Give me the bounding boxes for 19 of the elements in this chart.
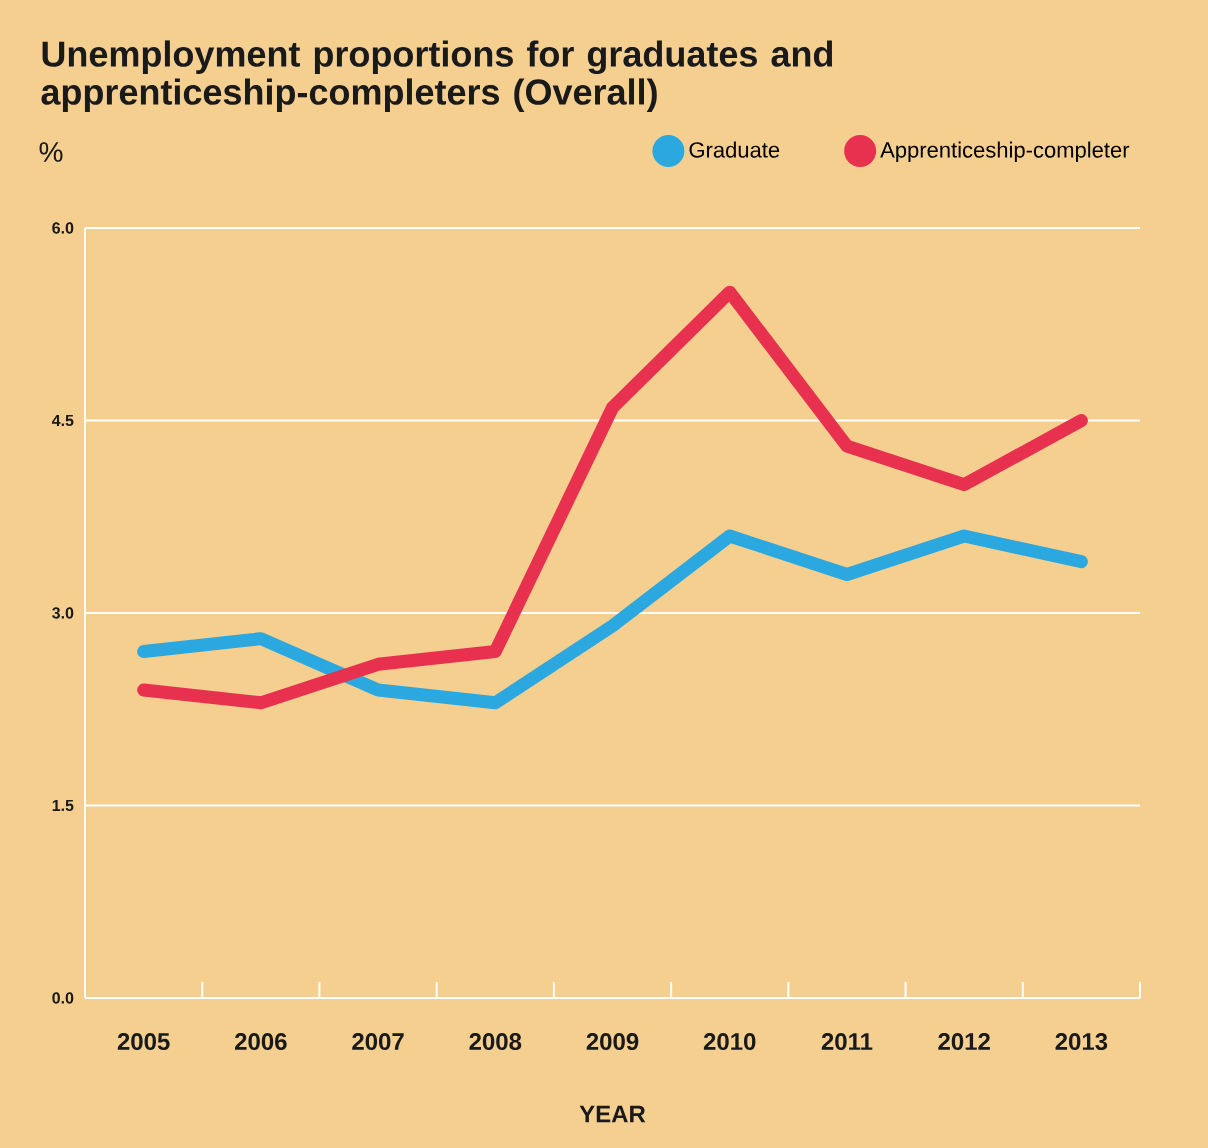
x-tick-label: 2013 bbox=[1055, 1033, 1108, 1051]
y-tick-label: 6.0 bbox=[52, 222, 74, 234]
y-tick-label: 4.5 bbox=[51, 414, 74, 427]
x-tick-label: 2009 bbox=[586, 1033, 639, 1051]
y-tick-label: 0.0 bbox=[52, 992, 74, 1004]
y-tick-label: 3.0 bbox=[52, 607, 74, 619]
y-tick-label: 1.5 bbox=[52, 799, 74, 812]
legend-label: Apprenticeship-completer bbox=[880, 141, 1130, 163]
y-axis-title: % bbox=[39, 142, 63, 162]
x-tick-label: 2008 bbox=[469, 1033, 522, 1051]
x-axis-title: YEAR bbox=[579, 1105, 646, 1123]
x-tick-label: 2012 bbox=[938, 1033, 990, 1051]
x-tick-label: 2005 bbox=[117, 1033, 170, 1051]
x-tick-label: 2010 bbox=[703, 1033, 756, 1051]
x-tick-label: 2007 bbox=[352, 1033, 404, 1051]
chart-title: Unemployment proportions for graduates and apprenticeship-completers (Overall) bbox=[41, 40, 833, 112]
legend-label: Graduate bbox=[689, 141, 780, 158]
x-tick-label: 2006 bbox=[234, 1033, 287, 1051]
x-tick-label: 2011 bbox=[821, 1033, 873, 1051]
